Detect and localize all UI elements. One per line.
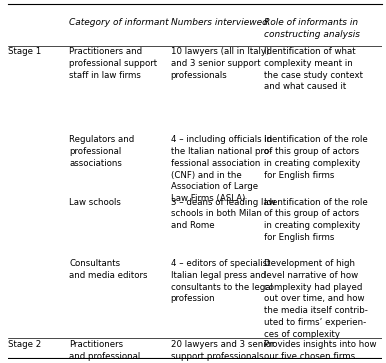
Text: Regulators and
professional
associations: Regulators and professional associations xyxy=(69,135,135,168)
Text: 4 – editors of specialist
Italian legal press and
consultants to the legal
profe: 4 – editors of specialist Italian legal … xyxy=(171,259,273,303)
Text: Identification of the role
of this group of actors
in creating complexity
for En: Identification of the role of this group… xyxy=(264,197,368,242)
Text: Stage 1: Stage 1 xyxy=(8,47,41,56)
Text: Category of informant: Category of informant xyxy=(69,18,169,27)
Text: Provides insights into how
our five chosen firms
experienced complexity
and resp: Provides insights into how our five chos… xyxy=(264,340,377,363)
Text: Role of informants in
constructing analysis: Role of informants in constructing analy… xyxy=(264,18,360,39)
Text: 20 lawyers and 3 senior
support professionals
(1 managing partner,
1 practice ma: 20 lawyers and 3 senior support professi… xyxy=(171,340,276,363)
Text: Practitioners and
professional support
staff in law firms: Practitioners and professional support s… xyxy=(69,47,157,79)
Text: Identification of the role
of this group of actors
in creating complexity
for En: Identification of the role of this group… xyxy=(264,135,368,180)
Text: 3 – deans of leading law
schools in both Milan
and Rome: 3 – deans of leading law schools in both… xyxy=(171,197,275,230)
Text: 4 – including officials in
the Italian national pro-
fessional association
(CNF): 4 – including officials in the Italian n… xyxy=(171,135,272,203)
Text: 10 lawyers (all in Italy)
and 3 senior support
professionals: 10 lawyers (all in Italy) and 3 senior s… xyxy=(171,47,269,79)
Text: Identification of what
complexity meant in
the case study context
and what cause: Identification of what complexity meant … xyxy=(264,47,363,91)
Text: Development of high
level narrative of how
complexity had played
out over time, : Development of high level narrative of h… xyxy=(264,259,368,339)
Text: Numbers interviewed: Numbers interviewed xyxy=(171,18,267,27)
Text: Consultants
and media editors: Consultants and media editors xyxy=(69,259,148,280)
Text: Practitioners
and professional
support staff in law
firms: Practitioners and professional support s… xyxy=(69,340,153,363)
Text: Stage 2: Stage 2 xyxy=(8,340,41,349)
Text: Law schools: Law schools xyxy=(69,197,121,207)
